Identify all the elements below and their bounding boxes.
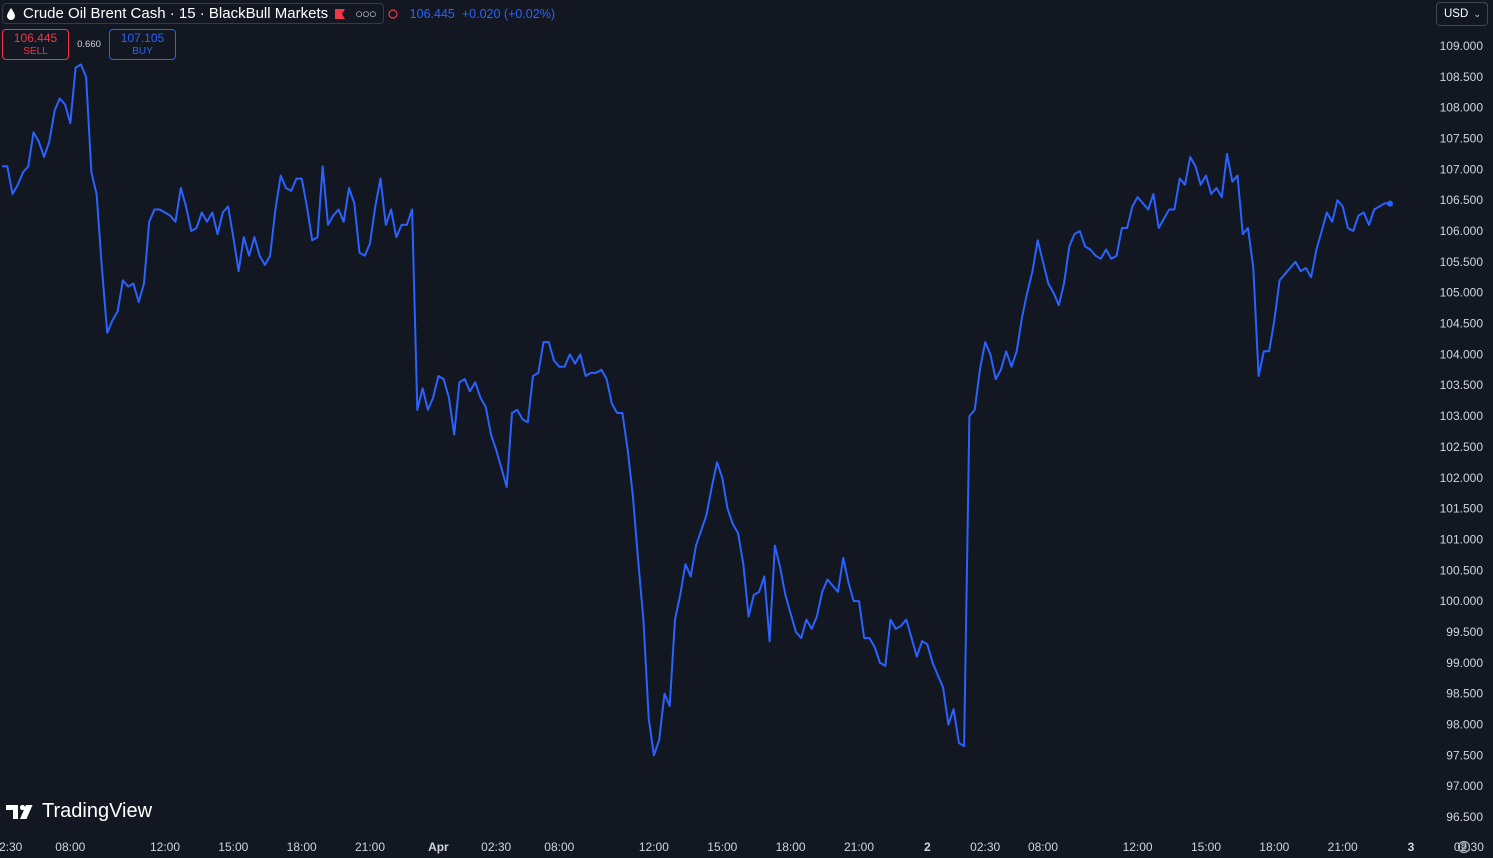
x-tick-label: 18:00 (776, 840, 806, 854)
brand-text: TradingView (42, 800, 153, 822)
x-tick-label: 18:00 (1259, 840, 1289, 854)
price-axis[interactable]: 109.000 108.500 108.000 107.500 107.000 106.5… (1440, 39, 1484, 824)
y-tick-label: 102.000 (1440, 471, 1484, 485)
y-tick-label: 103.500 (1440, 378, 1484, 392)
x-tick-label: 12:00 (1123, 840, 1153, 854)
y-tick-label: 99.500 (1446, 625, 1483, 639)
tradingview-logo-icon (6, 804, 33, 819)
y-tick-label: 105.500 (1440, 255, 1484, 269)
currency-select[interactable]: USD ⌄ (1436, 2, 1488, 26)
buy-label: BUY (132, 45, 153, 57)
y-tick-label: 98.500 (1446, 687, 1483, 701)
price-series-line (2, 63, 1391, 757)
sell-label: SELL (23, 45, 48, 57)
oil-drop-icon (7, 7, 15, 20)
x-tick-label: 08:00 (55, 840, 85, 854)
y-tick-label: 97.000 (1446, 779, 1483, 793)
y-tick-label: 97.500 (1446, 748, 1483, 762)
trade-panel: 106.445 SELL 0.660 107.105 BUY (2, 29, 176, 60)
market-status-icon[interactable] (388, 8, 398, 19)
symbol-info[interactable]: Crude Oil Brent Cash · 15 · BlackBull Ma… (2, 3, 384, 24)
y-tick-label: 103.000 (1440, 409, 1484, 423)
last-price: 106.445 (409, 6, 455, 21)
chevron-down-icon: ⌄ (1473, 8, 1481, 19)
y-tick-label: 96.500 (1446, 810, 1483, 824)
last-price-point (1387, 200, 1393, 207)
y-tick-label: 106.500 (1440, 193, 1484, 207)
y-tick-label: 104.000 (1440, 347, 1484, 361)
x-tick-label: 12:00 (639, 840, 669, 854)
x-tick-label: 21:00 (1328, 840, 1358, 854)
x-tick-label: 02:30 (481, 840, 511, 854)
x-tick-label: 21:00 (844, 840, 874, 854)
y-tick-label: 105.000 (1440, 286, 1484, 300)
y-tick-label: 108.500 (1440, 70, 1484, 84)
buy-button[interactable]: 107.105 BUY (109, 29, 176, 60)
price-line-layer (2, 63, 1393, 757)
more-dots-icon[interactable]: ○○○ (355, 6, 377, 21)
y-tick-label: 102.500 (1440, 440, 1484, 454)
x-tick-label: 3 (1408, 840, 1415, 854)
y-tick-label: 100.000 (1440, 594, 1484, 608)
y-tick-label: 109.000 (1440, 39, 1484, 53)
settings-icon[interactable] (1456, 839, 1472, 855)
y-tick-label: 104.500 (1440, 317, 1484, 331)
x-tick-label: 18:00 (287, 840, 317, 854)
x-tick-label: Apr (428, 840, 449, 854)
y-tick-label: 108.000 (1440, 101, 1484, 115)
y-tick-label: 101.500 (1440, 502, 1484, 516)
y-tick-label: 98.000 (1446, 718, 1483, 732)
spread-value: 0.660 (77, 39, 101, 50)
buy-price: 107.105 (120, 30, 165, 45)
y-tick-label: 107.000 (1440, 162, 1484, 176)
x-tick-label: 15:00 (218, 840, 248, 854)
x-tick-label: 02:30 (970, 840, 1000, 854)
y-tick-label: 106.000 (1440, 224, 1484, 238)
y-tick-label: 99.000 (1446, 656, 1483, 670)
x-tick-label: 21:00 (355, 840, 385, 854)
x-tick-label: 12:00 (150, 840, 180, 854)
y-tick-label: 107.500 (1440, 132, 1484, 146)
price-change: +0.020 (+0.02%) (461, 6, 555, 21)
y-tick-label: 101.000 (1440, 532, 1484, 546)
x-tick-label: 08:00 (544, 840, 574, 854)
time-axis[interactable]: 02:30 08:00 12:00 15:00 18:00 21:00 Apr 02:30 08… (0, 840, 1493, 854)
x-tick-label: 15:00 (707, 840, 737, 854)
tradingview-logo[interactable]: TradingView (5, 800, 152, 823)
symbol-header: Crude Oil Brent Cash · 15 · BlackBull Ma… (2, 3, 555, 24)
x-tick-label: 15:00 (1191, 840, 1221, 854)
symbol-title: Crude Oil Brent Cash · 15 · BlackBull Ma… (23, 5, 329, 22)
sell-price: 106.445 (13, 30, 58, 45)
y-tick-label: 100.500 (1440, 563, 1484, 577)
x-tick-label: 2 (924, 840, 931, 854)
price-quote: 106.445 +0.020 (+0.02%) (410, 7, 555, 21)
flag-icon[interactable] (334, 8, 346, 20)
currency-label: USD (1444, 8, 1469, 20)
x-tick-label: 02:30 (0, 840, 23, 854)
x-tick-label: 08:00 (1028, 840, 1058, 854)
sell-button[interactable]: 106.445 SELL (2, 29, 69, 60)
